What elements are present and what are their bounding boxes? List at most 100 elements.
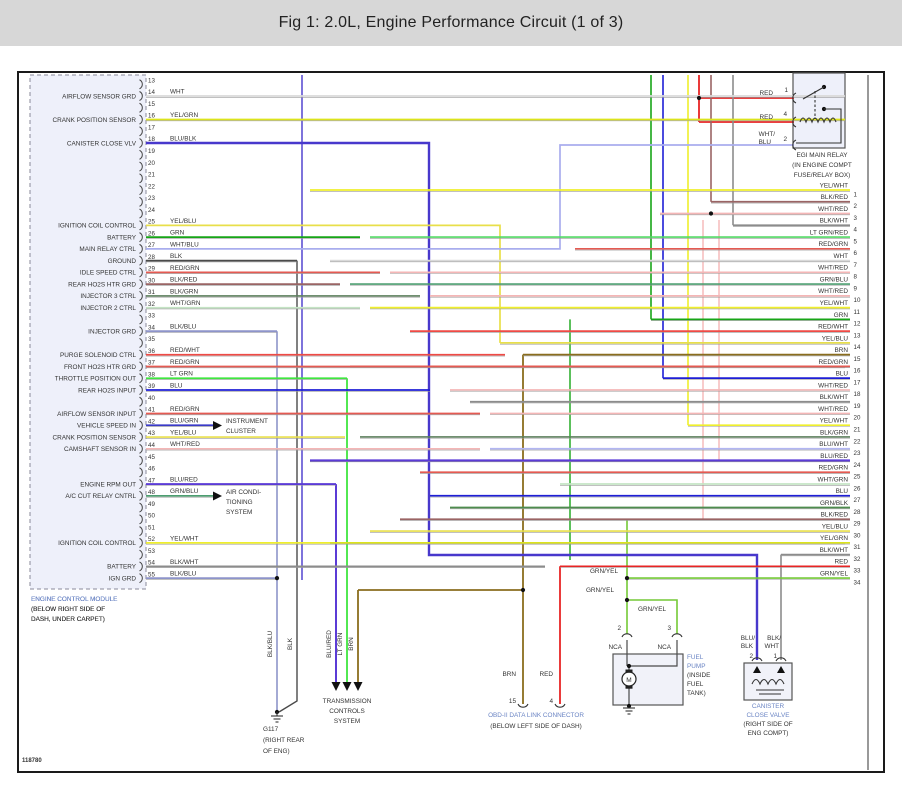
relay-pin4-arc bbox=[792, 116, 797, 128]
label: FUEL bbox=[687, 654, 704, 661]
relay-pin1-arc bbox=[792, 92, 797, 104]
label: NCA bbox=[609, 644, 623, 651]
label: LT GRN bbox=[337, 632, 344, 655]
bus-pin-10-wire-color: WHT/RED bbox=[818, 288, 848, 295]
ecm-pin-43-wire-color: YEL/BLU bbox=[170, 429, 197, 436]
bus-pin-13-wire-color: RED/WHT bbox=[818, 324, 848, 331]
ecm-pin-39-wire-color: BLU bbox=[170, 382, 183, 389]
bus-pin-3-number: 3 bbox=[854, 215, 858, 222]
label: BRN bbox=[503, 671, 517, 678]
ecm-pin-51-arc bbox=[139, 526, 143, 537]
label: 15 bbox=[509, 698, 517, 705]
ecm-pin-18-wire-color: BLU/BLK bbox=[170, 135, 197, 142]
bus-pin-18-number: 18 bbox=[854, 391, 861, 398]
ecm-pin-14-wire-color: WHT bbox=[170, 88, 185, 95]
label: TRANSMISSION bbox=[323, 698, 372, 705]
bus-pin-15-number: 15 bbox=[854, 356, 861, 363]
ecm-pin-54-number: 54 bbox=[148, 560, 155, 567]
label: NCA bbox=[658, 644, 672, 651]
bus-pin-15-wire-color: BRN bbox=[835, 347, 849, 354]
obd-pin15-arc bbox=[517, 703, 529, 708]
ecm-pin-28-label: GROUND bbox=[108, 258, 137, 265]
bus-pin-28-wire-color: GRN/BLK bbox=[820, 500, 849, 507]
label: 4 bbox=[783, 111, 787, 118]
trans-arrow-1 bbox=[331, 682, 341, 691]
ecm-pin-15-arc bbox=[139, 102, 143, 113]
ecm-pin-21-number: 21 bbox=[148, 172, 155, 179]
label: 2 bbox=[617, 625, 621, 632]
junction-dot bbox=[274, 576, 280, 581]
ecm-pin-27-number: 27 bbox=[148, 242, 155, 249]
ecm-pin-39-label: REAR HO2S INPUT bbox=[78, 387, 136, 394]
label: DASH, UNDER CARPET) bbox=[31, 616, 105, 623]
ac-system-arrow bbox=[213, 491, 222, 501]
ecm-pin-26-label: BATTERY bbox=[107, 234, 137, 241]
bus-pin-2-number: 2 bbox=[854, 203, 858, 210]
label: WHT/ bbox=[759, 131, 776, 138]
ecm-pin-31-label: INJECTOR 3 CTRL bbox=[80, 293, 136, 300]
bus-pin-22-number: 22 bbox=[854, 438, 861, 445]
ecm-pin-43-number: 43 bbox=[148, 430, 155, 437]
ecm-pin-28-arc bbox=[139, 255, 143, 266]
ecm-pin-37-arc bbox=[139, 361, 143, 372]
ecm-pin-32-label: INJECTOR 2 CTRL bbox=[80, 305, 136, 312]
label: BLU bbox=[759, 139, 772, 146]
ecm-pin-38-arc bbox=[139, 373, 143, 384]
ecm-pin-30-arc bbox=[139, 279, 143, 290]
bus-pin-32-number: 32 bbox=[854, 556, 861, 563]
ecm-pin-30-number: 30 bbox=[148, 277, 155, 284]
ecm-pin-52-arc bbox=[139, 537, 143, 548]
label: FUSE/RELAY BOX) bbox=[794, 172, 851, 179]
ecm-pin-49-number: 49 bbox=[148, 501, 155, 508]
ecm-pin-18-arc bbox=[139, 138, 143, 148]
ecm-pin-23-number: 23 bbox=[148, 195, 155, 202]
canister-pin1-arc bbox=[775, 657, 787, 662]
label: 2 bbox=[783, 136, 787, 143]
bus-pin-21-number: 21 bbox=[854, 427, 861, 434]
ecm-pin-16-label: CRANK POSITION SENSOR bbox=[53, 117, 137, 124]
ecm-pin-30-label: REAR HO2S HTR GRD bbox=[68, 281, 136, 288]
fuel-pump-box bbox=[612, 653, 684, 706]
bus-pin-5-wire-color: LT GRN/RED bbox=[810, 229, 848, 236]
label: RED bbox=[760, 90, 774, 97]
canister-arrow-1 bbox=[777, 666, 785, 673]
ecm-pin-35-arc bbox=[139, 338, 143, 348]
ecm-pin-25-number: 25 bbox=[148, 219, 155, 226]
label: 1 bbox=[784, 87, 788, 94]
label: CLUSTER bbox=[226, 428, 256, 435]
label: RED bbox=[760, 114, 774, 121]
motor-brush-top bbox=[625, 669, 633, 673]
junction-dot bbox=[696, 95, 702, 101]
ecm-pin-38-wire-color: LT GRN bbox=[170, 371, 193, 378]
ecm-pin-37-wire-color: RED/GRN bbox=[170, 359, 200, 366]
ecm-pin-38-label: THROTTLE POSITION OUT bbox=[55, 376, 136, 383]
ecm-pin-51-number: 51 bbox=[148, 524, 155, 531]
ecm-pin-26-wire-color: GRN bbox=[170, 230, 185, 237]
bus-pin-13-number: 13 bbox=[854, 332, 861, 339]
relay-blade bbox=[802, 86, 825, 100]
label: GRN/YEL bbox=[590, 568, 619, 575]
ecm-pin-13-arc bbox=[139, 79, 143, 90]
relay-coil bbox=[799, 117, 837, 124]
obd-pin4-arc bbox=[554, 703, 566, 708]
label: (BELOW RIGHT SIDE OF bbox=[31, 606, 105, 613]
bus-pin-16-wire-color: RED/GRN bbox=[819, 359, 849, 366]
label: 2 bbox=[749, 653, 753, 660]
ecm-pin-37-label: FRONT HO2S HTR GRD bbox=[64, 364, 136, 371]
ecm-pin-29-number: 29 bbox=[148, 266, 155, 273]
bus-pin-30-wire-color: YEL/BLU bbox=[822, 523, 849, 530]
bus-pin-29-wire-color: BLK/RED bbox=[821, 512, 849, 519]
motor-brush-bottom bbox=[625, 685, 633, 689]
label: TANK) bbox=[687, 690, 706, 697]
ecm-pin-15-number: 15 bbox=[148, 101, 155, 108]
ecm-pin-29-arc bbox=[139, 267, 143, 278]
ecm-pin-46-number: 46 bbox=[148, 466, 155, 473]
ecm-pin-16-number: 16 bbox=[148, 113, 155, 120]
trans-arrow-3 bbox=[353, 682, 363, 691]
label: GRN/YEL bbox=[586, 587, 615, 594]
ecm-pin-25-label: IGNITION COIL CONTROL bbox=[58, 223, 136, 230]
ecm-pin-27-arc bbox=[139, 243, 143, 254]
label: BLU/RED bbox=[326, 630, 333, 658]
label: CANISTER bbox=[752, 703, 785, 710]
ecm-pin-47-number: 47 bbox=[148, 477, 155, 484]
